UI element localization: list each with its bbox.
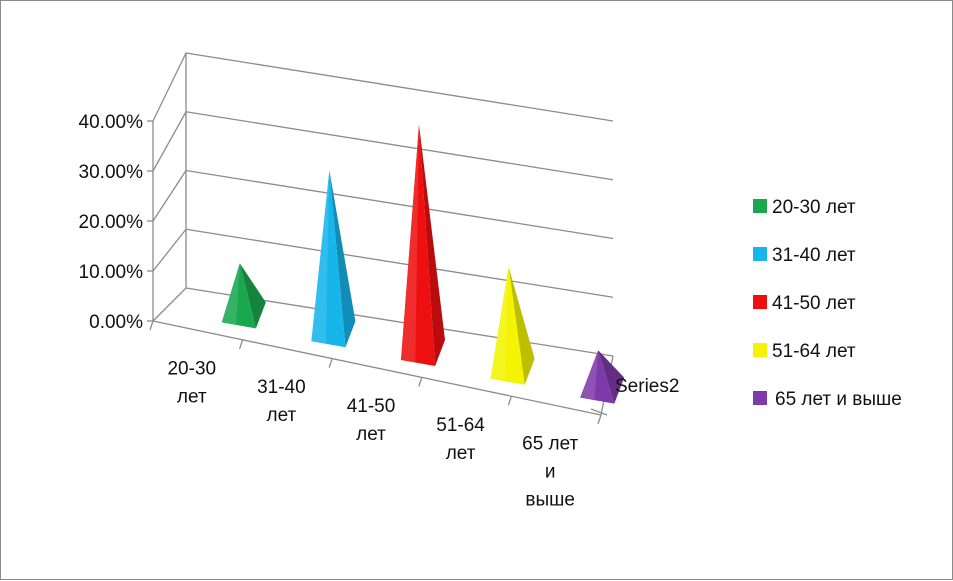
pyramid-highlight-face	[580, 350, 599, 400]
y-axis-ticks: 0.00% 10.00% 20.00% 30.00% 40.00%	[79, 112, 153, 333]
depth-axis-label: Series2	[615, 376, 679, 397]
legend-swatch	[753, 391, 767, 405]
legend-item: 20-30 лет	[753, 197, 856, 218]
side-gridline	[152, 170, 187, 222]
legend-item: 41-50 лет	[753, 293, 856, 314]
x-tick-label: 41-50 лет	[347, 396, 396, 445]
side-gridline	[152, 287, 187, 322]
legend-label: 51-64 лет	[772, 341, 856, 362]
back-gridline	[185, 228, 614, 298]
x-tick-mark	[149, 320, 154, 331]
legend-label: 65 лет и выше	[775, 389, 902, 410]
side-gridline	[152, 228, 187, 272]
chart-walls	[152, 53, 187, 321]
y-tick-label: 0.00%	[89, 312, 143, 333]
legend-label: 41-50 лет	[772, 293, 856, 314]
side-gridline	[152, 111, 187, 172]
pyramid-2	[311, 170, 356, 348]
pyramid-side-face	[508, 266, 535, 385]
side-gridline	[152, 52, 187, 122]
pyramid-side-face	[419, 124, 445, 366]
legend-label: 20-30 лет	[772, 197, 856, 218]
pyramid-1	[221, 263, 266, 329]
x-axis-line	[152, 320, 602, 416]
pyramid-side-face	[239, 263, 266, 329]
legend-item: 31-40 лет	[753, 245, 856, 266]
legend-swatch	[753, 343, 767, 357]
y-tick-label: 40.00%	[79, 112, 144, 133]
y-tick-label: 10.00%	[79, 262, 144, 283]
x-tick-label: 51-64 лет	[436, 415, 485, 464]
x-tick-mark	[328, 358, 333, 368]
y-tick-label: 30.00%	[79, 162, 144, 183]
legend-swatch	[753, 295, 767, 309]
legend: 20-30 лет 31-40 лет 41-50 лет 51-64 лет 65 л…	[753, 197, 902, 410]
gridlines	[152, 52, 614, 357]
pyramid-marks	[221, 124, 625, 404]
pyramid-5	[580, 350, 625, 404]
legend-item: 65 лет и выше	[753, 389, 902, 410]
depth-axis-tick	[590, 408, 608, 416]
y-tick-label: 20.00%	[79, 212, 144, 233]
pyramid-3	[401, 124, 445, 366]
x-tick-mark	[238, 339, 244, 350]
back-gridline	[185, 111, 614, 181]
pyramid-side-face	[598, 350, 625, 404]
x-tick-mark	[418, 377, 423, 387]
pyramid-highlight-face	[311, 170, 330, 344]
pyramid-highlight-face	[490, 266, 509, 381]
back-gridline	[185, 169, 614, 240]
legend-swatch	[753, 247, 767, 261]
legend-item: 51-64 лет	[753, 341, 856, 362]
x-tick-mark	[597, 414, 602, 425]
x-tick-label: 65 лет и выше	[522, 434, 578, 511]
pyramid-side-face	[329, 170, 356, 348]
pyramid-highlight-face	[401, 124, 419, 362]
x-axis	[149, 320, 614, 425]
back-gridline	[185, 52, 614, 122]
x-tick-label: 20-30 лет	[167, 358, 216, 407]
pyramid-highlight-face	[221, 263, 240, 325]
legend-label: 31-40 лет	[772, 245, 856, 266]
pyramid-4	[490, 266, 535, 385]
legend-swatch	[753, 199, 767, 213]
x-tick-label: 31-40 лет	[257, 377, 306, 426]
x-axis-tick-labels: 20-30 лет 31-40 лет 41-50 лет 51-64 лет 65 лет и в…	[167, 358, 578, 510]
x-tick-mark	[507, 395, 513, 406]
